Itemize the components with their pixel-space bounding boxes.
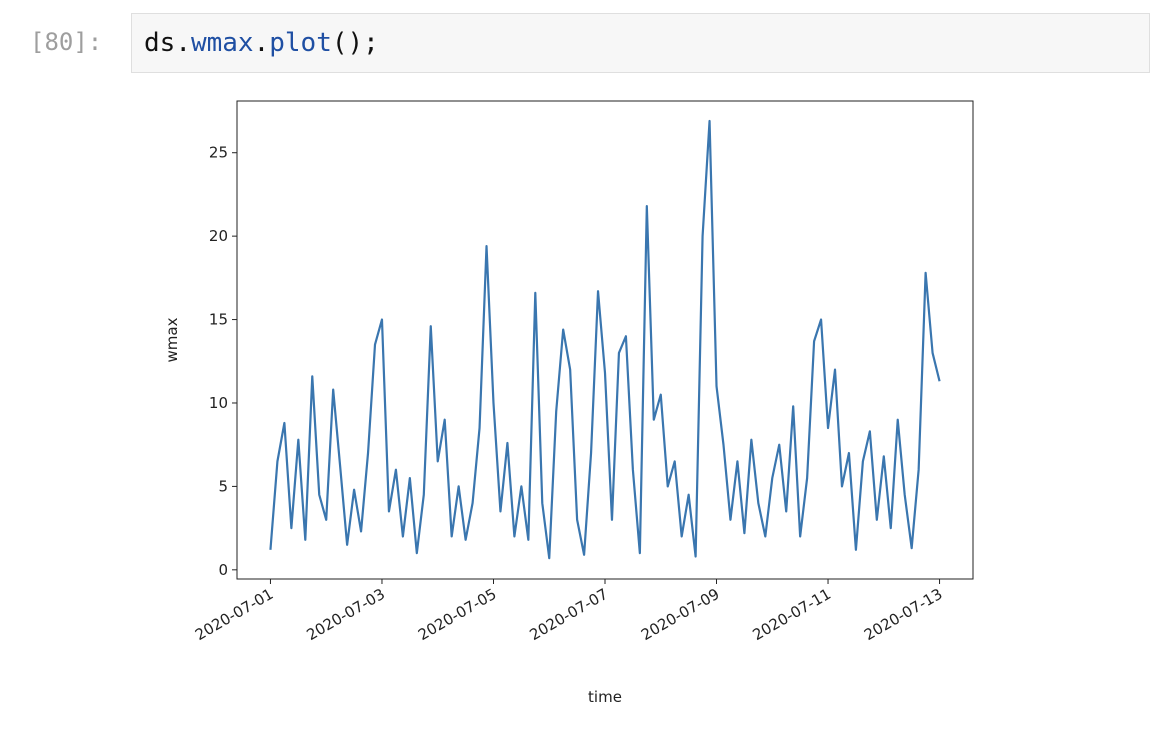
y-tick-label: 15 xyxy=(209,311,228,329)
y-axis-label: wmax xyxy=(163,317,181,362)
data-line xyxy=(269,119,941,560)
code-token: . xyxy=(253,28,270,58)
cell-prompt: [80]: xyxy=(30,28,103,56)
x-axis-label: time xyxy=(588,688,622,706)
x-tick-label: 2020-07-13 xyxy=(861,585,946,644)
code-token: (); xyxy=(331,28,379,58)
y-tick-label: 10 xyxy=(209,394,228,412)
x-tick-label: 2020-07-03 xyxy=(303,585,388,644)
code-cell[interactable]: ds.wmax.plot(); xyxy=(131,13,1150,73)
x-tick-label: 2020-07-09 xyxy=(638,585,723,644)
y-tick-label: 25 xyxy=(209,144,228,162)
x-tick-label: 2020-07-01 xyxy=(192,585,277,644)
x-tick-label: 2020-07-05 xyxy=(415,585,500,644)
y-tick-label: 0 xyxy=(218,561,228,579)
code-token: plot xyxy=(269,28,332,58)
x-tick-label: 2020-07-07 xyxy=(526,585,611,644)
code-token: wmax xyxy=(190,28,254,58)
code-token: ds xyxy=(144,28,176,58)
code-token: . xyxy=(175,28,191,58)
plot-frame xyxy=(236,100,974,580)
x-tick-label: 2020-07-11 xyxy=(750,585,835,644)
y-tick-label: 20 xyxy=(209,227,228,245)
y-tick-label: 5 xyxy=(218,477,228,495)
